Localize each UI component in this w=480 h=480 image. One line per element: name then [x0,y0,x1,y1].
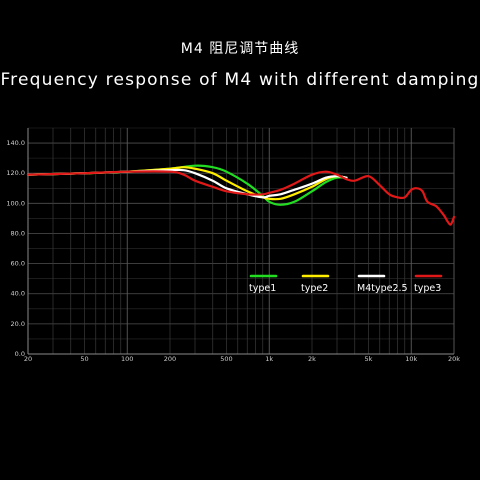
x-tick-label: 2k [308,355,316,363]
x-tick-label: 5k [365,355,373,363]
y-tick-label: 60.0 [11,260,25,268]
x-tick-label: 50 [80,355,88,363]
x-tick-label: 200 [164,355,176,363]
y-tick-label: 0.0 [15,350,25,358]
y-tick-label: 40.0 [11,290,25,298]
x-tick-label: 100 [121,355,133,363]
y-tick-label: 140.0 [6,139,25,147]
series-line-type2 [26,166,348,201]
y-tick-label: 80.0 [11,229,25,237]
x-tick-label: 10k [405,355,417,363]
chart-title-chinese: M4 阻尼调节曲线 [180,41,300,57]
x-tick-label: 1k [265,355,273,363]
y-tick-label: 100.0 [6,199,25,207]
legend-label-type3: type3 [414,283,441,294]
legend-label-m4type2-5: M4type2.5 [357,283,408,294]
x-tick-label: 20 [24,355,32,363]
legend-label-type2: type2 [301,283,328,294]
series-line-type3 [26,170,456,226]
y-tick-label: 20.0 [11,320,25,328]
x-tick-label: 500 [220,355,232,363]
x-tick-label: 20k [448,355,460,363]
legend-label-type1: type1 [249,283,276,294]
y-tick-label: 120.0 [6,169,25,177]
chart-title: Frequency response of M4 with different … [0,70,480,90]
